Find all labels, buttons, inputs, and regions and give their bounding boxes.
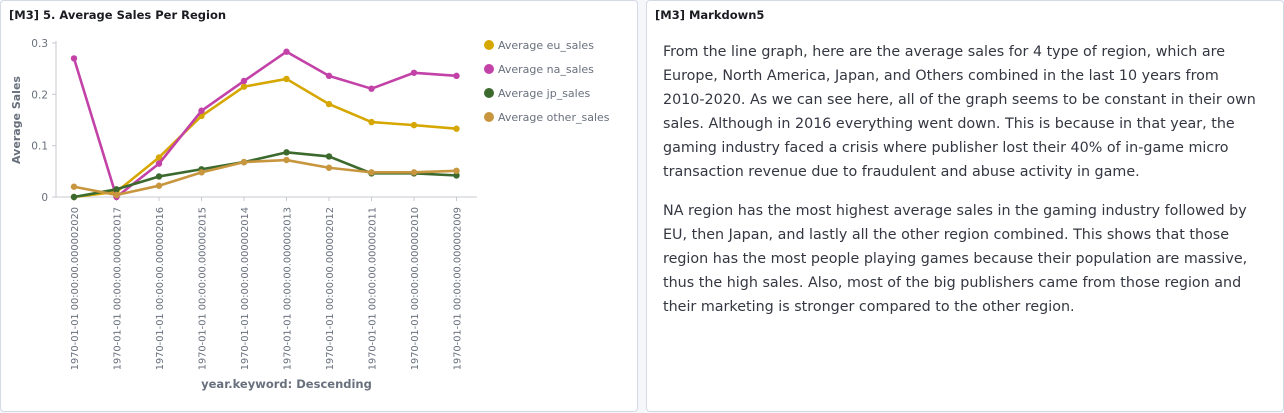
data-point — [283, 48, 290, 55]
data-point — [453, 125, 460, 132]
data-point — [155, 154, 163, 161]
data-point — [368, 169, 375, 176]
legend-item[interactable]: Average other_sales — [484, 111, 610, 124]
x-tick-label: 1970-01-01 00:00:00.000002010 — [410, 207, 421, 370]
data-point — [198, 107, 205, 114]
data-point — [155, 182, 163, 189]
data-point — [70, 55, 78, 62]
legend[interactable]: Average eu_sales Average na_sales Average … — [484, 39, 610, 124]
series-line — [73, 158, 457, 197]
series-2 — [70, 48, 460, 201]
x-tick-label: 1970-01-01 00:00:00.000002015 — [198, 207, 209, 370]
x-tick-label: 1970-01-01 00:00:00.000002020 — [70, 207, 81, 370]
series-1 — [70, 75, 460, 201]
x-tick-label: 1970-01-01 00:00:00.000002009 — [453, 207, 464, 370]
legend-swatch — [484, 40, 494, 50]
markdown-panel-title: [M3] Markdown5 — [655, 8, 765, 22]
axes-layer: 0 0.1 0.2 0.3 Average Sales 1970-01-01 00:00:… — [10, 38, 477, 391]
legend-swatch — [484, 88, 494, 98]
markdown-panel: [M3] Markdown5 From the line graph, here… — [646, 0, 1284, 412]
data-point — [70, 193, 78, 201]
data-point — [325, 72, 333, 80]
markdown-paragraph: NA region has the most highest average s… — [663, 203, 1248, 315]
data-point — [410, 169, 418, 176]
data-point — [368, 85, 375, 92]
x-tick-label: 1970-01-01 00:00:00.000002011 — [368, 207, 379, 370]
data-point — [283, 75, 290, 83]
markdown-body: From the line graph, here are the averag… — [663, 40, 1263, 334]
data-point — [240, 158, 248, 166]
chart-panel-title: [M3] 5. Average Sales Per Region — [9, 8, 227, 22]
y-axis-title: Average Sales — [10, 76, 23, 164]
data-point — [368, 118, 375, 126]
legend-swatch — [484, 64, 494, 74]
chart-panel: [M3] 5. Average Sales Per Region 0 0.1 0.2… — [0, 0, 638, 412]
y-tick-label: 0 — [41, 192, 48, 204]
series-line — [73, 151, 457, 199]
series-line — [72, 50, 457, 199]
series-line — [73, 77, 457, 199]
legend-label: Average other_sales — [498, 111, 610, 124]
data-point — [240, 77, 248, 85]
x-tick-label: 1970-01-01 00:00:00.000002016 — [155, 207, 166, 370]
data-point — [410, 69, 418, 76]
data-point — [453, 172, 460, 179]
y-tick-label: 0.1 — [31, 141, 48, 153]
data-point — [155, 160, 163, 167]
data-point — [113, 186, 120, 193]
legend-item[interactable]: Average jp_sales — [484, 87, 591, 100]
data-point — [325, 153, 333, 160]
markdown-paragraph: From the line graph, here are the averag… — [663, 44, 1256, 180]
data-point — [113, 191, 120, 199]
data-point — [410, 121, 418, 129]
series-lines — [70, 48, 460, 201]
data-point — [453, 167, 460, 175]
data-point — [283, 156, 290, 164]
legend-item[interactable]: Average na_sales — [484, 63, 594, 76]
x-tick-label: 1970-01-01 00:00:00.000002014 — [240, 207, 251, 370]
y-tick-label: 0.2 — [31, 89, 48, 101]
data-point — [325, 100, 333, 108]
series-4 — [70, 156, 460, 199]
legend-label: Average eu_sales — [498, 39, 594, 52]
data-point — [70, 183, 78, 190]
data-point — [240, 83, 248, 90]
legend-item[interactable]: Average eu_sales — [484, 39, 594, 52]
legend-swatch — [484, 112, 494, 122]
legend-label: Average jp_sales — [498, 87, 591, 100]
data-point — [453, 72, 460, 80]
x-tick-label: 1970-01-01 00:00:00.000002012 — [325, 207, 336, 370]
legend-label: Average na_sales — [498, 63, 594, 76]
line-chart: 0 0.1 0.2 0.3 Average Sales 1970-01-01 00:00:… — [10, 38, 610, 391]
x-tick-label: 1970-01-01 00:00:00.000002013 — [283, 207, 294, 370]
data-point — [155, 173, 163, 180]
data-point — [283, 149, 290, 156]
data-point — [325, 164, 333, 171]
data-point — [198, 169, 205, 176]
x-axis-title: year.keyword: Descending — [201, 377, 372, 391]
x-tick-label: 1970-01-01 00:00:00.000002017 — [113, 207, 124, 370]
y-tick-label: 0.3 — [31, 38, 48, 50]
